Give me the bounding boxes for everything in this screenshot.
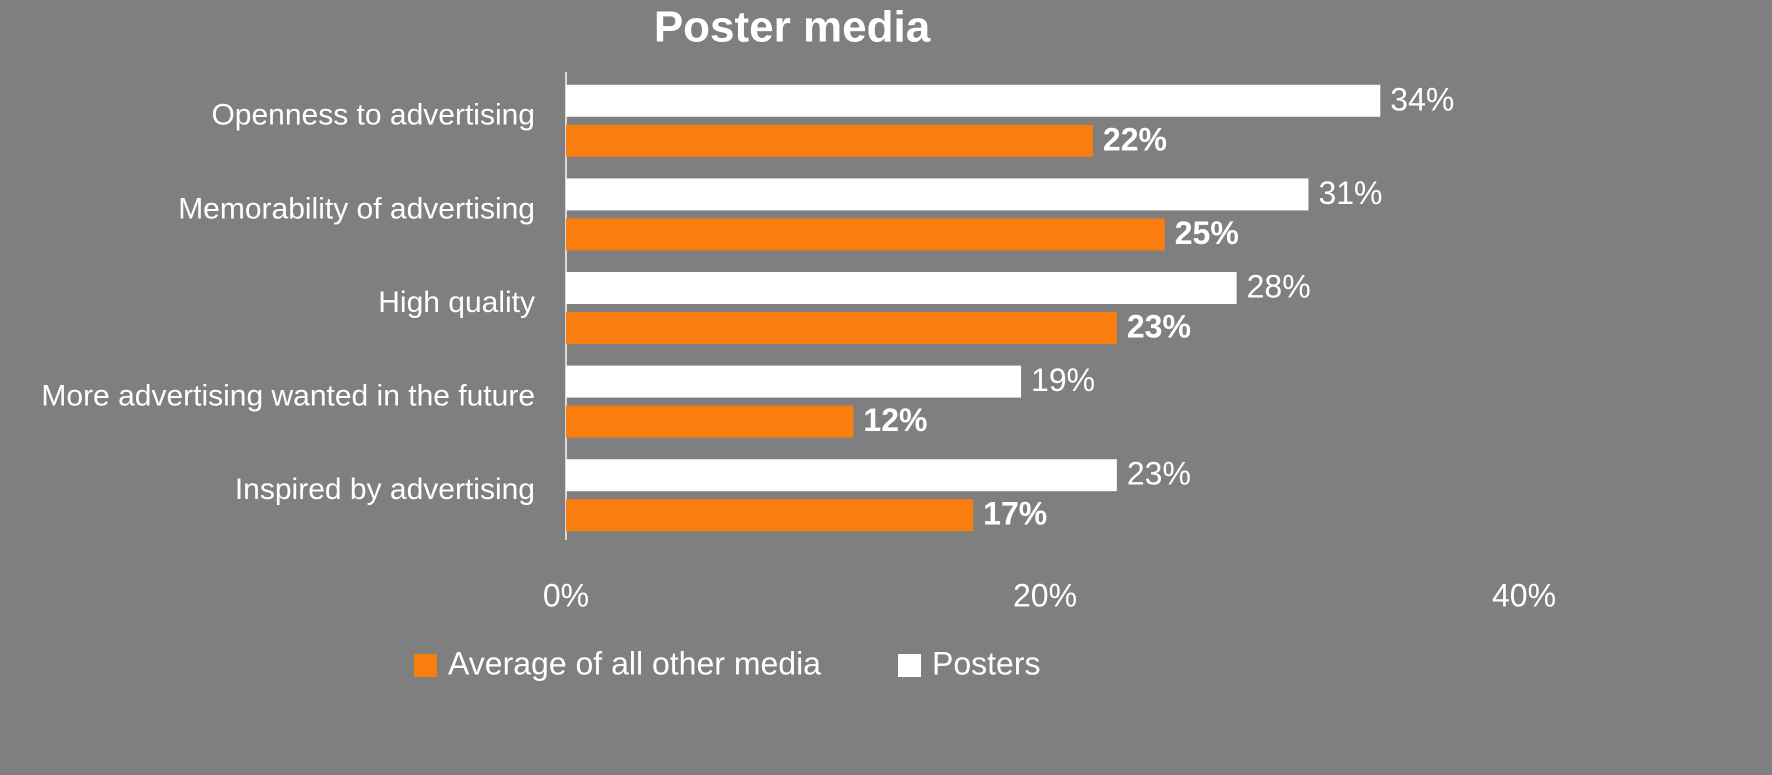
bar: [566, 178, 1309, 211]
bar: [566, 405, 854, 438]
data-label: 31%: [1318, 175, 1382, 211]
bar: [566, 272, 1237, 304]
data-label: 23%: [1127, 456, 1191, 492]
data-label: 17%: [983, 496, 1047, 532]
data-label: 19%: [1031, 362, 1095, 398]
data-label: 34%: [1390, 81, 1454, 117]
x-tick-label: 20%: [1013, 577, 1077, 613]
bar: [566, 459, 1117, 492]
category-label: Inspired by advertising: [235, 473, 535, 506]
bar: [566, 365, 1022, 398]
data-label: 22%: [1103, 121, 1167, 157]
data-label: 12%: [863, 402, 927, 438]
legend-swatch: [898, 654, 921, 677]
bar: [566, 218, 1165, 251]
data-label: 25%: [1175, 215, 1239, 251]
data-label: 28%: [1247, 268, 1311, 304]
bar: [566, 124, 1093, 157]
category-label: Memorability of advertising: [178, 192, 535, 225]
legend-swatch: [414, 654, 437, 677]
bar: [566, 499, 974, 532]
legend-label: Posters: [932, 645, 1040, 681]
bar: [566, 312, 1117, 344]
category-label: Openness to advertising: [211, 99, 535, 132]
x-tick-label: 0%: [543, 577, 589, 613]
category-label: High quality: [378, 286, 535, 319]
x-tick-label: 40%: [1492, 577, 1556, 613]
chart-title: Poster media: [654, 3, 931, 52]
data-label: 23%: [1127, 308, 1191, 344]
bar: [566, 84, 1381, 117]
category-label: More advertising wanted in the future: [41, 380, 535, 413]
legend-label: Average of all other media: [448, 645, 821, 681]
